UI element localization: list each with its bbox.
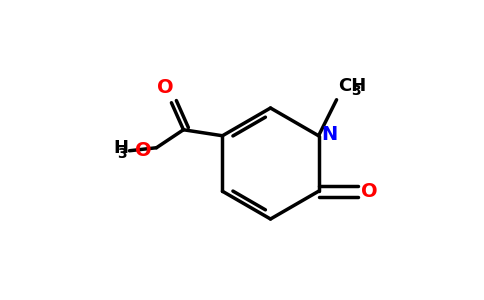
Text: O: O xyxy=(136,141,152,160)
Text: 3: 3 xyxy=(118,147,127,161)
Text: O: O xyxy=(157,78,174,97)
Text: 3: 3 xyxy=(351,84,361,98)
Text: N: N xyxy=(321,125,337,144)
Text: CH: CH xyxy=(338,77,366,95)
Text: O: O xyxy=(361,182,378,201)
Text: H: H xyxy=(113,139,128,157)
